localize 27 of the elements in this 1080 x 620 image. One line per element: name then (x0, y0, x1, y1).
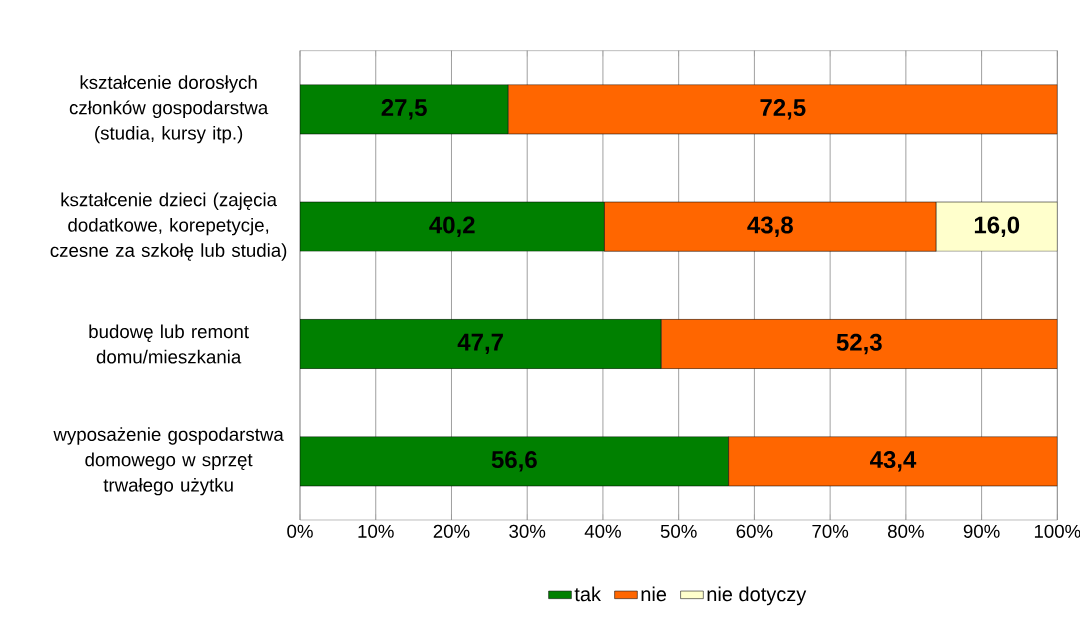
legend-label: nie dotyczy (707, 586, 807, 606)
data-label: 40,2 (429, 216, 475, 237)
legend-label: tak (574, 586, 602, 602)
y-tick-label: budowę lub remont domu/mieszkania (89, 324, 249, 364)
data-label: 72,5 (760, 99, 806, 120)
data-label: 43,8 (747, 216, 793, 237)
data-label: 56,6 (491, 451, 537, 472)
x-tick-label: 80% (888, 524, 924, 538)
legend-label: nie (641, 586, 667, 602)
x-tick-label: 30% (509, 524, 546, 538)
y-tick-label: wyposażenie gospodarstwa domowego w sprzęt trwałego użytku (53, 427, 284, 496)
y-tick-label: kształcenie dorosłych członków gospodarstwa (studia, kursy itp.) (69, 75, 269, 144)
y-tick-label: kształcenie dzieci (zajęcia dodatkowe, korepetycje, czesne za szkołę lub studia) (50, 192, 287, 261)
data-label: 43,4 (869, 451, 917, 472)
x-tick-label: 0% (287, 524, 313, 538)
x-tick-label: 20% (433, 524, 470, 538)
data-label: 27,5 (381, 99, 427, 120)
data-label: 47,7 (457, 333, 503, 355)
x-tick-label: 70% (812, 524, 849, 538)
x-tick-label: 100% (1034, 524, 1080, 538)
data-label: 16,0 (974, 216, 1020, 237)
x-tick-label: 10% (358, 524, 394, 538)
data-label: 52,3 (836, 333, 882, 355)
x-tick-label: 60% (736, 524, 773, 538)
x-tick-label: 40% (584, 524, 621, 538)
x-tick-label: 90% (963, 524, 1000, 538)
x-tick-label: 50% (660, 524, 697, 538)
